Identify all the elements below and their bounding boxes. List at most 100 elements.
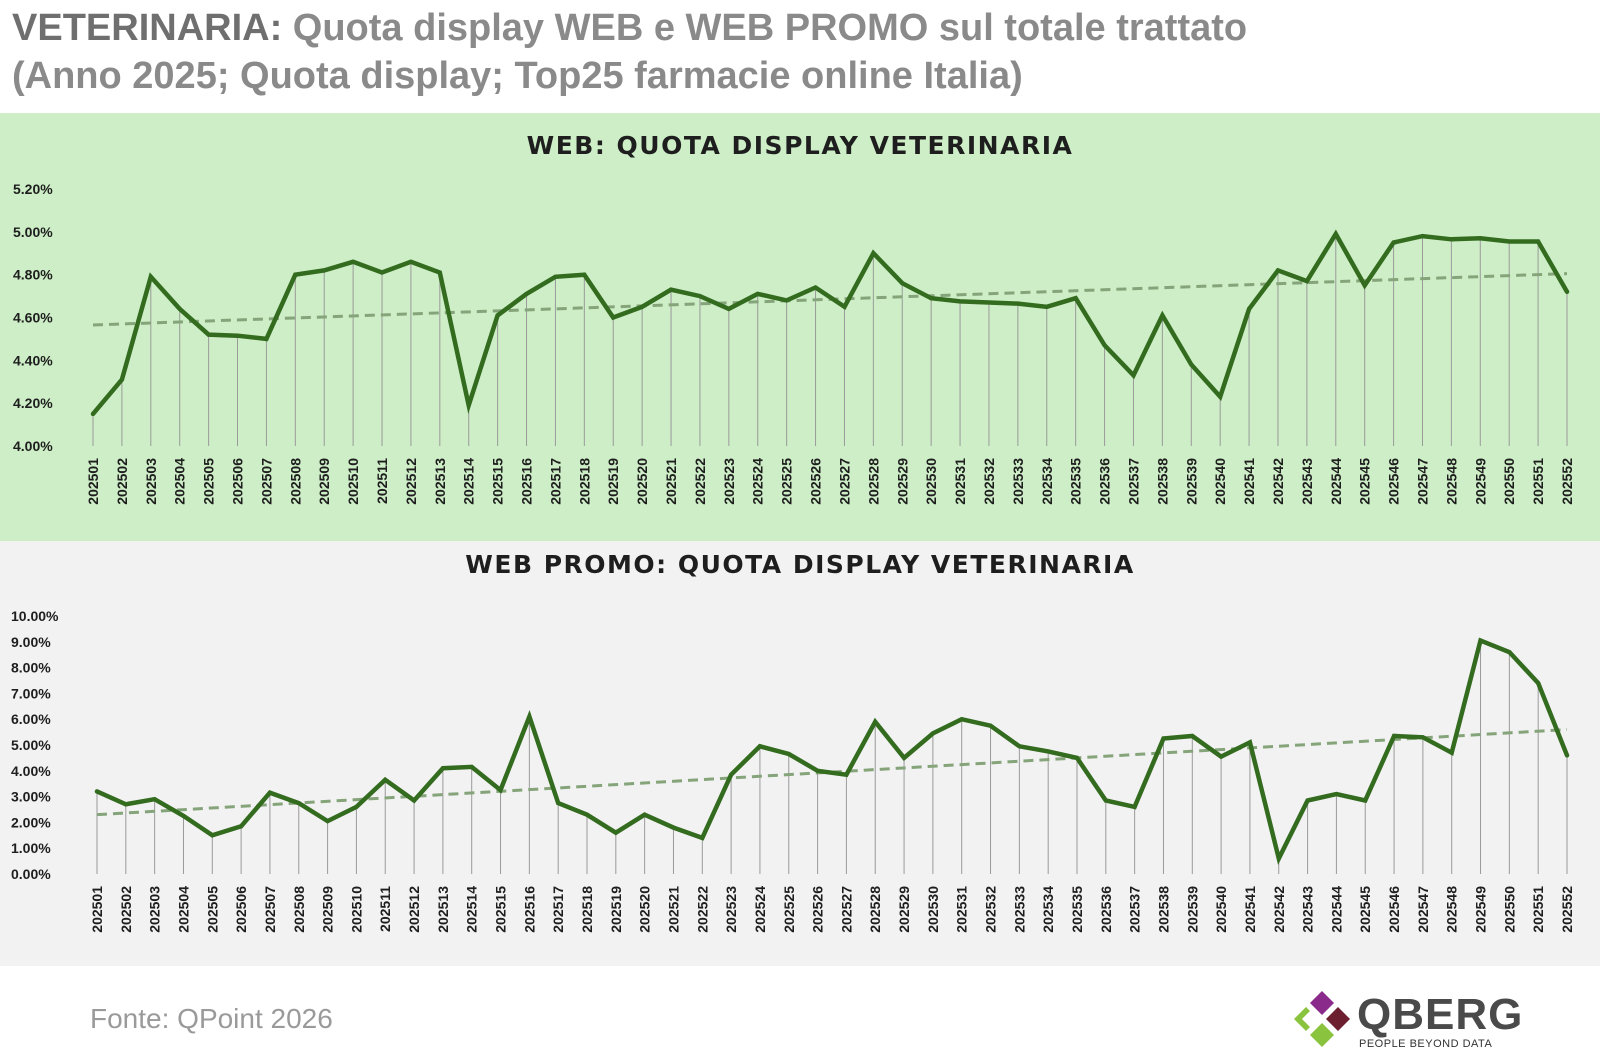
promo-xtick-label: 202544 <box>1328 886 1344 933</box>
web-xtick-label: 202548 <box>1443 458 1459 505</box>
promo-xtick-label: 202506 <box>233 886 249 933</box>
promo-xtick-label: 202533 <box>1011 886 1027 933</box>
promo-series-line <box>94 637 1570 865</box>
promo-data-point <box>1276 856 1281 861</box>
web-data-point <box>1507 239 1512 244</box>
promo-xtick-label: 202511 <box>377 886 393 932</box>
web-xtick-label: 202511 <box>374 458 390 504</box>
web-data-point <box>669 287 674 292</box>
promo-xtick-label: 202543 <box>1300 886 1316 933</box>
promo-xtick-label: 202505 <box>204 886 220 933</box>
promo-xtick-label: 202540 <box>1213 886 1229 933</box>
promo-xtick-label: 202519 <box>608 886 624 933</box>
promo-xtick-label: 202513 <box>435 886 451 933</box>
web-xtick-label: 202529 <box>894 458 910 505</box>
web-xtick-label: 202540 <box>1212 458 1228 505</box>
web-data-point <box>1304 279 1309 284</box>
promo-data-point <box>1190 733 1195 738</box>
promo-data-point <box>267 790 272 795</box>
web-xtick-label: 202510 <box>345 458 361 505</box>
web-data-point <box>611 315 616 320</box>
promo-data-point <box>815 768 820 773</box>
promo-data-point <box>210 833 215 838</box>
web-ytick-label: 4.40% <box>13 352 53 368</box>
promo-ytick-label: 6.00% <box>11 711 51 727</box>
web-xtick-label: 202514 <box>461 458 477 505</box>
web-xtick-label: 202507 <box>258 458 274 505</box>
promo-xtick-label: 202541 <box>1242 886 1258 933</box>
promo-xtick-label: 202545 <box>1357 886 1373 933</box>
web-xtick-label: 202525 <box>779 458 795 505</box>
web-xtick-label: 202532 <box>981 458 997 505</box>
promo-xtick-label: 202529 <box>896 886 912 933</box>
promo-data-point <box>700 835 705 840</box>
web-xtick-label: 202516 <box>519 458 535 505</box>
promo-data-point <box>671 825 676 830</box>
web-xtick-label: 202513 <box>432 458 448 505</box>
web-data-point <box>148 274 153 279</box>
web-data-point <box>408 259 413 264</box>
web-data-point <box>900 281 905 286</box>
web-data-point <box>755 291 760 296</box>
page-title-rest: Quota display WEB e WEB PROMO sul totale… <box>282 7 1248 49</box>
promo-ytick-label: 1.00% <box>11 840 51 856</box>
promo-data-point <box>988 723 993 728</box>
promo-data-point <box>1363 798 1368 803</box>
web-data-point <box>784 298 789 303</box>
promo-xtick-label: 202527 <box>838 886 854 933</box>
web-data-point <box>1565 289 1569 294</box>
web-data-point <box>1189 362 1194 367</box>
web-xtick-label: 202527 <box>836 458 852 505</box>
promo-data-point <box>757 744 762 749</box>
web-xtick-label: 202522 <box>692 458 708 505</box>
promo-xtick-label: 202508 <box>291 886 307 933</box>
web-ytick-label: 5.00% <box>13 224 53 240</box>
promo-xtick-label: 202507 <box>262 886 278 933</box>
promo-data-point <box>844 772 849 777</box>
promo-data-point <box>1161 736 1166 741</box>
page-subtitle: (Anno 2025; Quota display; Top25 farmaci… <box>12 55 1023 97</box>
web-xtick-label: 202551 <box>1530 458 1546 505</box>
promo-data-point <box>585 812 589 817</box>
promo-data-point <box>786 752 791 757</box>
promo-ytick-label: 8.00% <box>11 660 51 676</box>
web-data-point <box>351 259 356 264</box>
web-data-point <box>726 306 731 311</box>
web-data-point <box>1247 306 1252 311</box>
web-xtick-label: 202504 <box>172 458 188 505</box>
promo-chart-title: WEB PROMO: QUOTA DISPLAY VETERINARIA <box>465 550 1135 579</box>
web-series-line <box>90 229 1570 417</box>
web-xtick-label: 202535 <box>1068 458 1084 505</box>
promo-xtick-label: 202502 <box>118 886 134 933</box>
promo-data-point <box>1017 744 1022 749</box>
promo-xtick-label: 202518 <box>579 886 595 933</box>
web-data-point <box>1102 343 1107 348</box>
promo-data-point <box>296 801 301 806</box>
promo-xtick-label: 202524 <box>752 886 768 933</box>
promo-data-point <box>642 812 647 817</box>
web-data-point <box>929 296 934 301</box>
web-data-point <box>1362 283 1367 288</box>
web-data-point <box>1449 237 1454 242</box>
page-title-bold: VETERINARIA: <box>12 7 283 49</box>
promo-chart-panel: WEB PROMO: QUOTA DISPLAY VETERINARIA 0.0… <box>0 541 1600 966</box>
qberg-logo: QBERG PEOPLE BEYOND DATA <box>1290 991 1522 1053</box>
promo-data-point <box>152 797 157 802</box>
web-xtick-label: 202512 <box>403 458 419 505</box>
web-data-point <box>1391 240 1396 245</box>
web-xtick-label: 202533 <box>1010 458 1026 505</box>
web-data-point <box>842 304 847 309</box>
web-xtick-label: 202530 <box>923 458 939 505</box>
web-xtick-label: 202542 <box>1270 458 1286 505</box>
promo-data-point <box>440 766 445 771</box>
web-data-point <box>293 272 298 277</box>
web-data-point <box>1131 373 1136 378</box>
promo-data-point <box>1305 798 1310 803</box>
promo-data-point <box>930 731 935 736</box>
promo-data-point <box>95 789 99 794</box>
web-ytick-label: 4.00% <box>13 438 53 454</box>
web-xtick-label: 202518 <box>576 458 592 505</box>
web-chart-title: WEB: QUOTA DISPLAY VETERINARIA <box>526 131 1074 160</box>
web-data-point <box>1015 301 1020 306</box>
promo-xtick-label: 202512 <box>406 886 422 933</box>
